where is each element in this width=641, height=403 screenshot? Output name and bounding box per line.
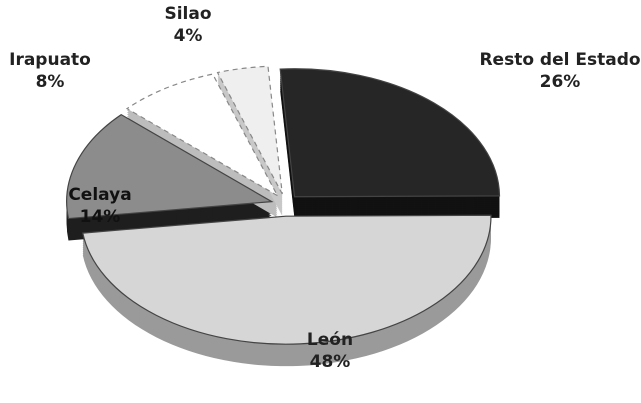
slice-value-label: 4% — [174, 26, 203, 46]
slice-label: León — [307, 330, 353, 350]
slice — [66, 113, 274, 220]
slice — [216, 65, 283, 195]
slice-value-label: 8% — [36, 72, 65, 92]
pie-tops — [66, 65, 501, 345]
slice-value-label: 26% — [540, 72, 581, 92]
slice-label: Irapuato — [9, 50, 91, 70]
slice-label: Celaya — [68, 185, 131, 205]
slice — [125, 73, 279, 198]
slice — [82, 214, 492, 345]
slice-label: Resto del Estado — [479, 50, 640, 70]
slice-label: Silao — [164, 4, 211, 24]
slice-value-label: 14% — [80, 207, 121, 227]
slice — [279, 68, 501, 198]
slice-value-label: 48% — [310, 352, 351, 372]
